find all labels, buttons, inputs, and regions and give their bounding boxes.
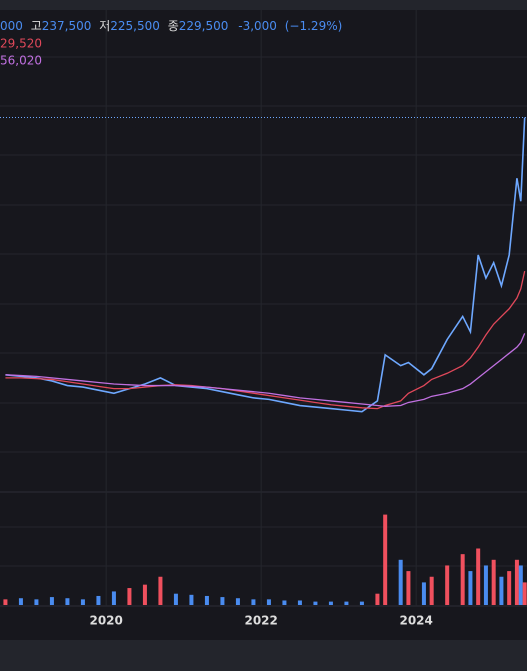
volume-bar bbox=[359, 601, 364, 605]
bottom-bar bbox=[0, 640, 527, 671]
volume-bar bbox=[518, 565, 523, 605]
volume-bar bbox=[34, 599, 39, 605]
grid bbox=[0, 56, 527, 567]
volume-bar bbox=[158, 576, 163, 605]
volume-bar bbox=[173, 593, 178, 605]
volume-bar bbox=[49, 597, 54, 605]
volume-bar bbox=[80, 599, 85, 605]
open: 000 bbox=[0, 19, 23, 33]
volume-bar bbox=[297, 600, 302, 605]
volume-bar bbox=[344, 601, 349, 605]
x-tick-label: 2024 bbox=[399, 614, 432, 628]
volume-bar bbox=[189, 594, 194, 605]
volume-bar bbox=[266, 599, 271, 605]
volume-bar bbox=[375, 593, 380, 605]
volume-bar bbox=[142, 584, 147, 605]
volume-bar bbox=[491, 559, 496, 605]
volume-bar bbox=[445, 565, 450, 605]
x-tick-label: 2020 bbox=[89, 614, 122, 628]
volume-bar bbox=[18, 598, 23, 605]
moving-average-line bbox=[5, 270, 526, 410]
change-pct: (−1.29%) bbox=[285, 19, 343, 33]
volume-bar bbox=[127, 588, 132, 605]
volume-bar bbox=[522, 582, 527, 605]
x-tick-label: 2022 bbox=[244, 614, 277, 628]
volume-bar bbox=[111, 591, 116, 605]
ma1-value: 29,520 bbox=[0, 37, 42, 51]
close-label: 종 bbox=[168, 19, 179, 33]
volume-bar bbox=[65, 598, 70, 605]
price-line bbox=[5, 117, 526, 413]
volume-bar bbox=[507, 571, 512, 605]
volume-bar bbox=[251, 599, 256, 605]
high-label: 고 bbox=[31, 19, 42, 33]
moving-average-line bbox=[5, 333, 526, 407]
volume-bar bbox=[235, 598, 240, 605]
volume-bar bbox=[328, 601, 333, 605]
volume-bar bbox=[460, 554, 465, 605]
volume-bar bbox=[468, 571, 473, 605]
low: 225,500 bbox=[110, 19, 160, 33]
volume-bar bbox=[429, 576, 434, 605]
volume-bar bbox=[514, 559, 519, 605]
volume-bar bbox=[398, 559, 403, 605]
close: 229,500 bbox=[179, 19, 229, 33]
volume-bar bbox=[383, 514, 388, 605]
top-bar bbox=[0, 0, 527, 10]
volume-bar bbox=[476, 548, 481, 605]
volume-bar bbox=[96, 595, 101, 605]
volume-bar bbox=[282, 600, 287, 605]
change: -3,000 bbox=[238, 19, 277, 33]
volume-bar bbox=[406, 571, 411, 605]
volume-bar bbox=[220, 597, 225, 605]
ma2-value: 56,020 bbox=[0, 54, 42, 68]
volume-bar bbox=[3, 599, 8, 605]
volume-bar bbox=[483, 565, 488, 605]
volume-bar bbox=[421, 582, 426, 605]
volume-bar bbox=[313, 601, 318, 605]
volume-bar bbox=[204, 595, 209, 605]
high: 237,500 bbox=[42, 19, 92, 33]
header-ohlc: 000 고237,500 저225,500 종229,500 -3,000 (−… bbox=[0, 19, 342, 33]
volume-bar bbox=[499, 576, 504, 605]
low-label: 저 bbox=[99, 19, 110, 33]
